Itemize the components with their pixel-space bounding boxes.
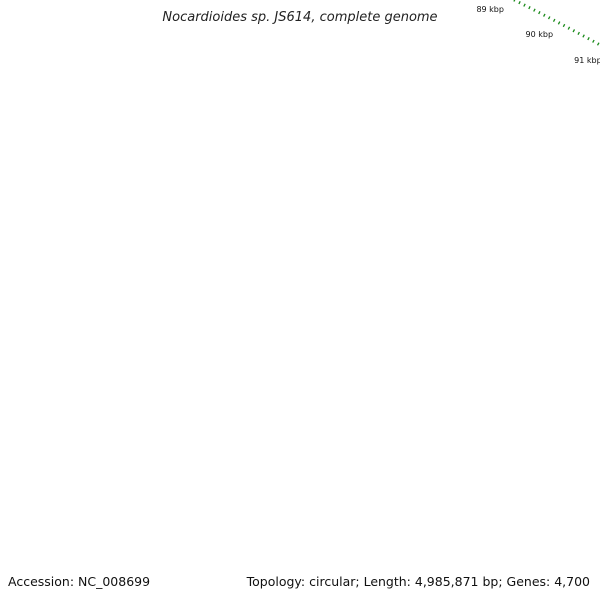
inner-tick bbox=[596, 42, 600, 46]
inner-tick bbox=[523, 3, 526, 7]
feature-bands bbox=[266, 0, 600, 149]
inner-tick bbox=[557, 21, 561, 25]
backbone-arc bbox=[231, 0, 600, 172]
inner-tick bbox=[577, 31, 580, 36]
inner-tick bbox=[538, 11, 541, 15]
backbone-highlight bbox=[231, 0, 600, 173]
inner-tick bbox=[543, 13, 546, 17]
inner-tick bbox=[518, 1, 521, 5]
inner-tick bbox=[572, 29, 576, 33]
map-title: Nocardioides sp. JS614, complete genome bbox=[162, 10, 438, 25]
genome-summary: Topology: circular; Length: 4,985,871 bp… bbox=[246, 574, 590, 589]
inner-tick bbox=[528, 6, 531, 10]
scale-label: 89 kbp bbox=[476, 5, 504, 14]
scale-label: 91 kbp bbox=[574, 56, 600, 65]
genome-backbone bbox=[231, 0, 600, 173]
inner-tick bbox=[552, 18, 556, 22]
gene-arrows bbox=[261, 0, 600, 161]
outer-tick-marks bbox=[248, 0, 600, 142]
inner-tick bbox=[582, 34, 585, 38]
inner-tick bbox=[587, 37, 590, 41]
inner-tick bbox=[562, 23, 566, 28]
scale-label: 90 kbp bbox=[526, 30, 554, 39]
inner-tick bbox=[547, 16, 551, 20]
feature-band bbox=[495, 0, 600, 16]
inner-tick bbox=[567, 26, 571, 30]
inner-tick-marks bbox=[513, 0, 600, 46]
accession-text: Accession: NC_008699 bbox=[8, 574, 151, 589]
inner-tick bbox=[513, 0, 516, 2]
inner-tick bbox=[592, 39, 595, 43]
inner-tick bbox=[533, 8, 536, 12]
feature-band bbox=[498, 0, 600, 11]
